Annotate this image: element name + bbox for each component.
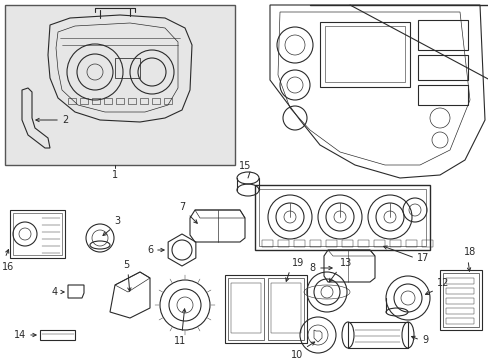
Bar: [347, 322, 407, 348]
Text: 16: 16: [2, 262, 14, 272]
Text: 17: 17: [416, 253, 428, 263]
Bar: [417, 20, 467, 50]
Bar: [445, 288, 473, 294]
Bar: [319, 22, 409, 87]
Text: 14: 14: [14, 330, 26, 340]
Bar: [163, 98, 172, 104]
Text: 10: 10: [290, 350, 303, 360]
Bar: [325, 26, 404, 82]
Bar: [421, 240, 432, 247]
Bar: [309, 240, 320, 247]
Bar: [445, 298, 473, 304]
Bar: [224, 275, 306, 343]
Bar: [341, 240, 352, 247]
Text: 9: 9: [421, 335, 427, 345]
Bar: [445, 308, 473, 314]
Text: 7: 7: [179, 202, 184, 212]
Bar: [152, 98, 160, 104]
Bar: [254, 185, 429, 250]
Text: 15: 15: [238, 161, 251, 171]
Bar: [227, 278, 264, 340]
Bar: [405, 240, 416, 247]
Bar: [140, 98, 148, 104]
Bar: [230, 283, 261, 333]
Text: 19: 19: [291, 258, 304, 268]
Bar: [259, 189, 425, 246]
Text: 2: 2: [62, 115, 68, 125]
Bar: [373, 240, 384, 247]
Bar: [104, 98, 112, 104]
Text: 1: 1: [112, 170, 118, 180]
Bar: [389, 240, 400, 247]
Bar: [417, 55, 467, 80]
Text: 12: 12: [436, 278, 448, 288]
Bar: [417, 85, 467, 105]
Bar: [10, 210, 65, 258]
Bar: [68, 98, 76, 104]
Bar: [325, 240, 336, 247]
Text: 18: 18: [463, 247, 475, 257]
Bar: [445, 278, 473, 284]
Bar: [278, 240, 288, 247]
Text: 4: 4: [52, 287, 58, 297]
Text: 8: 8: [309, 263, 315, 273]
Bar: [442, 273, 478, 327]
Bar: [116, 98, 124, 104]
Bar: [13, 213, 62, 255]
Bar: [439, 270, 481, 330]
Bar: [5, 5, 235, 165]
Bar: [267, 278, 304, 340]
Text: 5: 5: [122, 260, 129, 270]
Bar: [262, 240, 272, 247]
Text: 6: 6: [146, 245, 153, 255]
Bar: [115, 58, 140, 78]
Bar: [92, 98, 100, 104]
Bar: [40, 330, 75, 340]
Bar: [445, 318, 473, 324]
Bar: [270, 283, 301, 333]
Text: 11: 11: [174, 336, 186, 346]
Bar: [293, 240, 305, 247]
Text: 3: 3: [114, 216, 120, 226]
Bar: [357, 240, 368, 247]
Bar: [80, 98, 88, 104]
Bar: [128, 98, 136, 104]
Text: 13: 13: [339, 258, 351, 268]
